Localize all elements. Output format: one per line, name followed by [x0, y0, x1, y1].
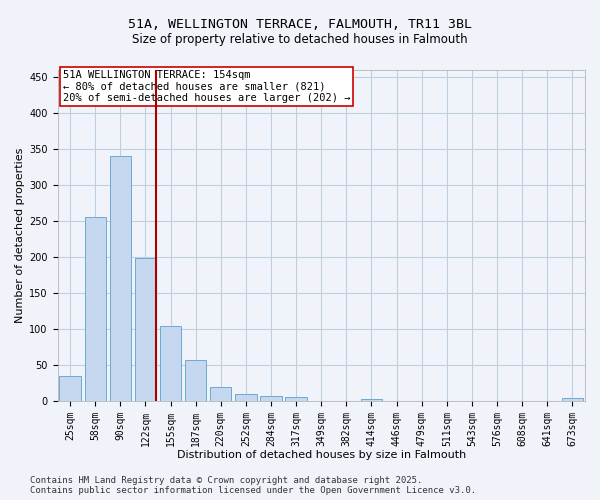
Bar	[110, 156, 131, 401]
Bar	[235, 394, 257, 401]
Bar	[286, 398, 307, 401]
Bar	[210, 387, 232, 401]
Text: 51A WELLINGTON TERRACE: 154sqm
← 80% of detached houses are smaller (821)
20% of: 51A WELLINGTON TERRACE: 154sqm ← 80% of …	[63, 70, 350, 103]
Text: 51A, WELLINGTON TERRACE, FALMOUTH, TR11 3BL: 51A, WELLINGTON TERRACE, FALMOUTH, TR11 …	[128, 18, 472, 30]
Bar	[562, 398, 583, 401]
Text: Contains HM Land Registry data © Crown copyright and database right 2025.
Contai: Contains HM Land Registry data © Crown c…	[30, 476, 476, 495]
X-axis label: Distribution of detached houses by size in Falmouth: Distribution of detached houses by size …	[176, 450, 466, 460]
Bar	[260, 396, 281, 401]
Text: Size of property relative to detached houses in Falmouth: Size of property relative to detached ho…	[132, 32, 468, 46]
Bar	[135, 258, 156, 401]
Bar	[361, 398, 382, 401]
Bar	[185, 360, 206, 401]
Bar	[160, 326, 181, 401]
Y-axis label: Number of detached properties: Number of detached properties	[15, 148, 25, 323]
Bar	[85, 216, 106, 401]
Bar	[59, 376, 81, 401]
